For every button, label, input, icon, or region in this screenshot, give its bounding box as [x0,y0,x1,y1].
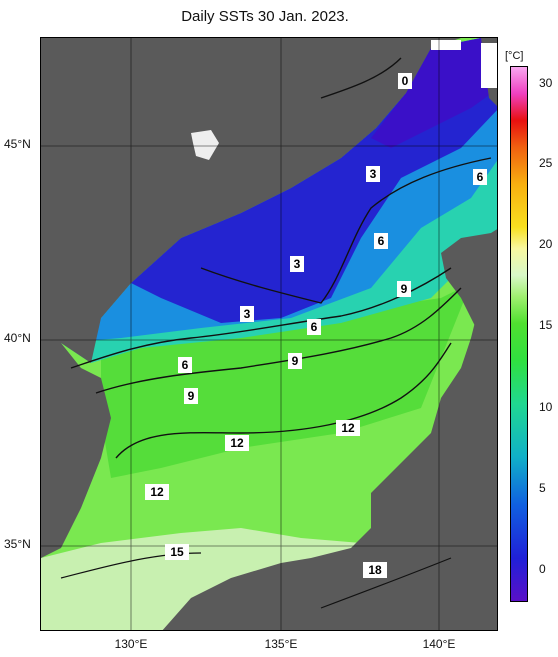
lon-label-140e: 140°E [422,637,456,651]
isotherm-label: 0 [398,73,412,89]
isotherm-label: 18 [363,562,387,578]
svg-text:6: 6 [477,170,484,184]
isotherm-label: 9 [288,353,302,369]
svg-text:3: 3 [370,167,377,181]
lat-label-35n: 35°N [4,537,31,551]
svg-text:9: 9 [188,389,195,403]
isotherm-label: 15 [165,544,189,560]
colorbar-tick: 30 [539,76,553,90]
svg-text:6: 6 [311,320,318,334]
lat-label-40n: 40°N [4,331,31,345]
svg-text:3: 3 [244,307,251,321]
isotherm-label: 9 [184,388,198,404]
svg-text:12: 12 [150,485,164,499]
colorbar-tick: 10 [539,400,553,414]
lat-label-45n: 45°N [4,137,31,151]
svg-text:6: 6 [182,358,189,372]
isotherm-label: 6 [473,169,487,185]
svg-text:12: 12 [230,436,244,450]
isotherm-label: 3 [240,306,254,322]
svg-text:6: 6 [378,234,385,248]
svg-text:9: 9 [401,282,408,296]
colorbar-tick: 5 [539,481,546,495]
isotherm-label: 6 [374,233,388,249]
isotherm-label: 12 [145,484,169,500]
svg-text:3: 3 [294,257,301,271]
colorbar-tick: 20 [539,237,553,251]
svg-text:9: 9 [292,354,299,368]
isotherm-label: 3 [290,256,304,272]
svg-text:18: 18 [368,563,382,577]
sst-map: 0 3 3 3 6 6 6 6 9 9 9 12 12 12 15 18 [40,37,498,631]
colorbar-tick: 0 [539,562,546,576]
isotherm-label: 12 [336,420,360,436]
isotherm-label: 6 [178,357,192,373]
isotherm-label: 6 [307,319,321,335]
svg-text:0: 0 [402,74,409,88]
colorbar [510,66,528,602]
colorbar-tick: 25 [539,156,553,170]
svg-text:15: 15 [170,545,184,559]
isotherm-label: 9 [397,281,411,297]
isotherm-label: 12 [225,435,249,451]
map-title: Daily SSTs 30 Jan. 2023. [181,8,349,25]
colorbar-unit: [°C] [505,50,524,62]
lon-label-135e: 135°E [264,637,298,651]
svg-text:12: 12 [341,421,355,435]
colorbar-tick: 15 [539,318,553,332]
isotherm-label: 3 [366,166,380,182]
lon-label-130e: 130°E [114,637,148,651]
